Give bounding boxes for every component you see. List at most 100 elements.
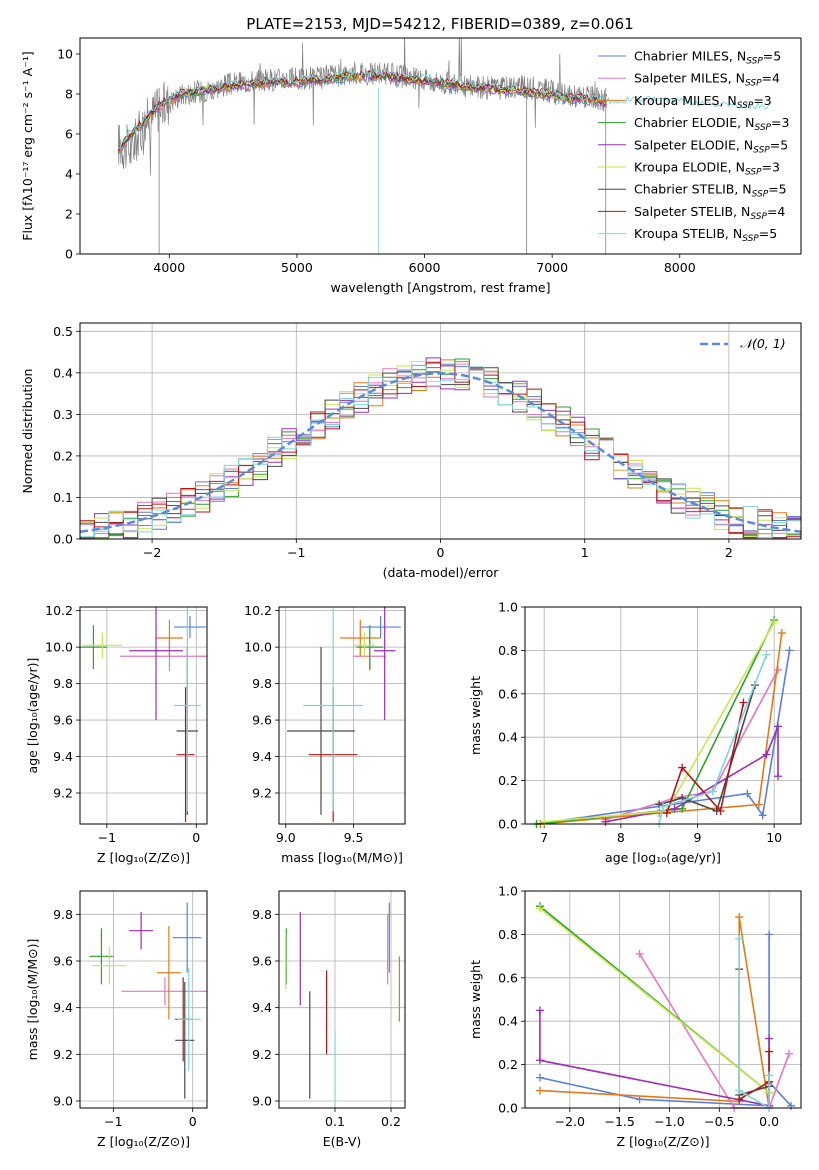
mw_vs_age-ytick-label: 1.0 [498,600,518,615]
mw_vs_Z-series-marker [765,930,774,939]
mw_vs_age-plot-area [532,616,794,828]
spectrum-xtick-label: 5000 [281,260,313,275]
mw_vs_Z-xtick-label: −0.5 [704,1114,734,1129]
mw_vs_Z-xtick-label: −1.5 [604,1114,634,1129]
spectrum-legend-label-base: Chabrier STELIB, N [634,182,752,197]
spectrum-legend-label-sub: SSP [746,57,763,67]
spectrum-model-line [117,72,607,154]
spectrum-legend-label-tail: =3 [753,93,771,108]
spectrum-legend-label-base: Salpeter STELIB, N [634,204,750,219]
mw_vs_Z-series-marker [765,1034,774,1043]
spectrum-legend-label-base: Chabrier ELODIE, N [634,115,754,130]
mass_vs_Z-frame [79,890,208,1109]
mass_vs_ebv-plot-area [285,902,400,1108]
spectrum-legend-label: Salpeter ELODIE, NSSP=5 [634,137,788,155]
residuals-normal-curve [80,372,801,533]
mw_vs_Z-frame [524,890,802,1109]
mw_vs_Z-series-marker [535,1006,544,1015]
spectrum-legend-label-base: Kroupa STELIB, N [634,226,742,241]
spectrum-ytick-label: 0 [65,247,73,262]
residuals-xtick-label: 1 [581,545,589,560]
mw_vs_age-series-line [605,669,779,821]
spectrum-xtick-label: 7000 [536,260,568,275]
mw_vs_Z-xtick-label: 0.0 [759,1114,779,1129]
mw_vs_age-series-marker [739,698,748,707]
spectrum-xtick-label: 4000 [153,260,185,275]
spectrum-legend-label-tail: =3 [762,160,780,175]
age_vs_mass-xtick-label: 9.0 [276,830,296,845]
mass_vs_ebv-xtick-label: 0.2 [381,1114,401,1129]
mw_vs_age-series-marker [758,811,767,820]
age_vs_mass-xlabel: mass [log₁₀(M/M⊙)] [281,850,403,865]
age_vs_mass-ytick-label: 9.4 [252,749,272,764]
mass_vs_Z-ytick-label: 9.4 [53,1000,73,1015]
residuals-xtick-label: 2 [725,545,733,560]
spectrum-plot-area [117,38,770,254]
mw_vs_age-series-marker [770,618,779,627]
mw_vs_Z-series-marker [735,1095,744,1104]
age_vs_Z-xtick-label: −1 [98,830,116,845]
mw_vs_age-ytick-label: 0.8 [498,643,518,658]
spectrum-model-line [118,74,607,153]
residuals-ytick-label: 0.3 [53,407,73,422]
mass_vs_ebv-ytick-label: 9.0 [252,1094,272,1109]
spectrum-model-line [117,74,607,155]
spectrum-legend-label-sub: SSP [742,234,759,244]
mw_vs_Z-plot-area [535,902,796,1112]
age_vs_mass-ytick-label: 9.8 [252,676,272,691]
mw_vs_age-series-marker [762,650,771,659]
mass_vs_Z-ytick-label: 9.8 [53,907,73,922]
spectrum-legend-label-base: Chabrier MILES, N [634,49,746,64]
spectrum-ylabel: Flux [fλ10⁻¹⁷ erg cm⁻² s⁻¹ A⁻¹] [20,51,35,240]
spectrum-legend-label: Kroupa MILES, NSSP=3 [634,93,772,111]
mw_vs_age-ytick-label: 0.6 [498,686,518,701]
mass_vs_Z-plot-area [89,902,207,1099]
age_vs_Z-xlabel: Z [log₁₀(Z/Z⊙)] [97,850,190,865]
mw_vs_Z-series-line [539,907,770,1094]
mw_vs_age-series-marker [754,800,763,809]
mw_vs_Z-series-marker [785,1049,794,1058]
mw_vs_age-series-marker [774,722,782,731]
spectrum-ytick-label: 4 [65,167,73,182]
residuals-ytick-label: 0.1 [53,490,73,505]
mw_vs_Z-series-marker [735,934,744,943]
spectrum-title: PLATE=2153, MJD=54212, FIBERID=0389, z=0… [246,15,633,33]
age_vs_mass-xtick-label: 9.5 [344,830,364,845]
mass_vs_ebv-ytick-label: 9.2 [252,1047,272,1062]
residuals-frame [79,322,802,540]
spectrum-model-line [117,71,607,152]
mass_vs_ebv-ytick-label: 9.4 [252,1000,272,1015]
mw_vs_Z-ytick-label: 0.8 [498,927,518,942]
spectrum-legend-label-base: Kroupa ELODIE, N [634,160,745,175]
mw_vs_age-xtick-label: 8 [617,830,625,845]
spectrum-legend-label: Chabrier STELIB, NSSP=5 [634,182,787,200]
mw_vs_age-series-line [658,654,768,825]
mw_vs_age-frame [524,606,802,825]
mass_vs_ebv-ytick-label: 9.6 [252,954,272,969]
residuals-xlabel: (data-model)/error [383,565,500,580]
mw_vs_age-series-marker [678,804,687,813]
spectrum-legend-label-tail: =5 [770,137,788,152]
mw_vs_Z-xtick-label: −1.0 [654,1114,684,1129]
mass_vs_Z-ytick-label: 9.6 [53,954,73,969]
spectrum-xtick-label: 6000 [409,260,441,275]
mw_vs_Z-series-marker [535,1056,544,1065]
mw_vs_age-series-line [605,726,779,823]
spectrum-legend-label-base: Kroupa MILES, N [634,93,737,108]
mw_vs_Z-series-line [539,1010,770,1107]
mw_vs_Z-series-marker [535,1086,544,1095]
mw_vs_Z-ytick-label: 1.0 [498,884,518,899]
mw_vs_Z-series-marker [765,1071,774,1080]
spectrum-legend-label-tail: =4 [762,71,780,86]
age_vs_mass-ytick-label: 9.6 [252,713,272,728]
spectrum-legend-label: Chabrier MILES, NSSP=5 [634,49,781,67]
spectrum-legend-label-tail: =5 [759,226,777,241]
age_vs_Z-ytick-label: 9.4 [53,749,73,764]
spectrum-data-line [117,38,608,176]
spectrum-ytick-label: 10 [57,47,73,62]
mw_vs_Z-series-line [738,938,770,1110]
age_vs_mass-frame [278,606,406,825]
spectrum-model-line [118,69,770,149]
mw_vs_age-series-marker [774,772,782,781]
mw_vs_age-series-marker [716,806,725,815]
